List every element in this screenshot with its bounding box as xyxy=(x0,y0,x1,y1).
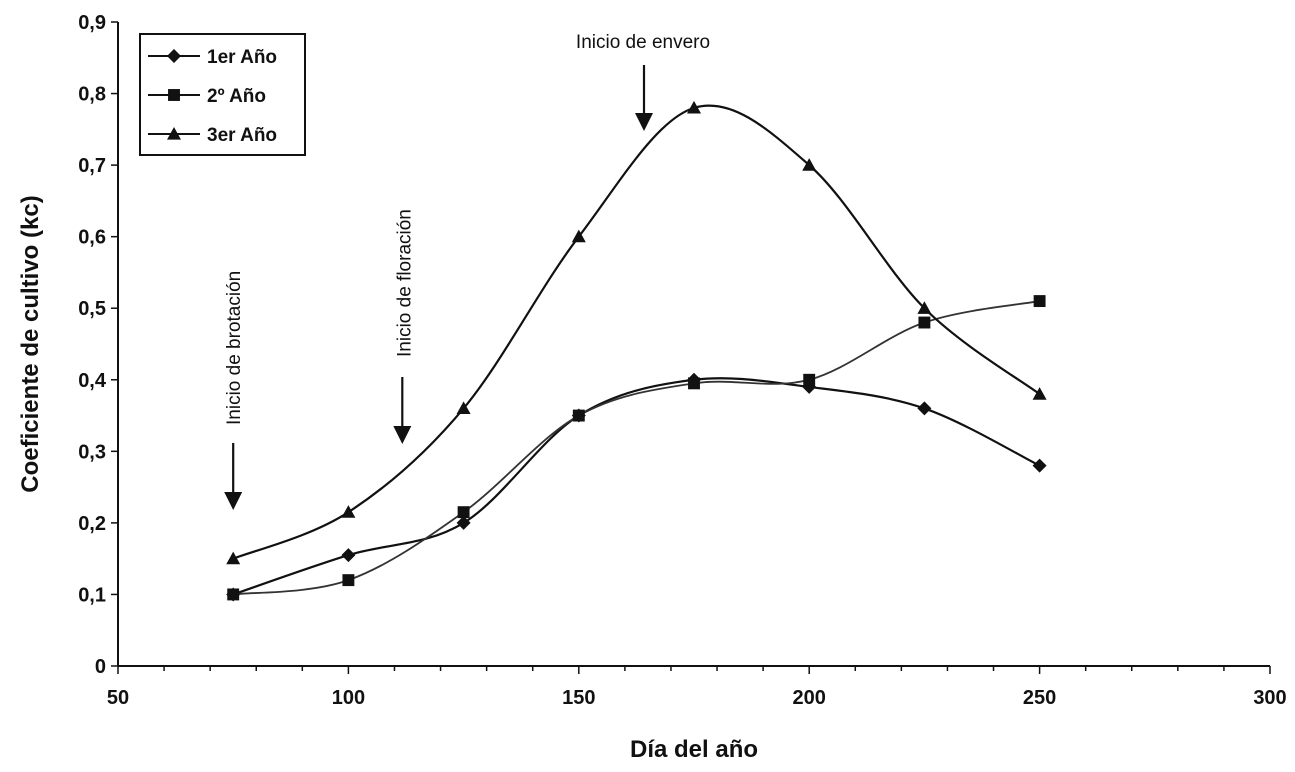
data-point-diamond xyxy=(456,515,471,530)
series xyxy=(226,100,1047,602)
data-point-square xyxy=(1033,295,1046,308)
legend-entry: 2º Año xyxy=(148,86,266,107)
axes xyxy=(111,21,1271,674)
x-axis-title: Día del año xyxy=(630,736,758,763)
x-tick-label: 300 xyxy=(1253,687,1286,709)
y-tick-label: 0,6 xyxy=(78,227,106,249)
annotation-arrow xyxy=(224,443,243,510)
legend-entry: 3er Año xyxy=(148,125,277,146)
data-point-triangle xyxy=(341,505,356,518)
y-tick-label: 0,3 xyxy=(78,441,106,463)
annotation-arrow xyxy=(635,65,653,131)
series-3 xyxy=(226,100,1047,565)
x-tick-labels: 50 100 150 200 250 300 xyxy=(107,687,1287,709)
legend-label: 1er Año xyxy=(207,47,277,68)
annotations: Inicio de brotación Inicio de floración In… xyxy=(224,32,710,510)
annotation-arrow xyxy=(393,377,412,444)
data-point-square xyxy=(803,373,816,386)
data-point-square xyxy=(227,588,240,601)
series-2 xyxy=(227,295,1046,601)
y-tick-label: 0,9 xyxy=(78,12,106,34)
x-tick-label: 150 xyxy=(562,687,595,709)
data-point-diamond xyxy=(1032,458,1047,473)
data-point-triangle xyxy=(917,301,932,314)
y-tick-labels: 0 0,1 0,2 0,3 0,4 0,5 0,6 0,7 0,8 0,9 xyxy=(78,12,107,678)
annotation-label: Inicio de floración xyxy=(394,209,415,357)
data-point-square xyxy=(918,316,931,329)
data-point-triangle xyxy=(1032,387,1047,400)
x-tick-label: 100 xyxy=(332,687,365,709)
legend: 1er Año 2º Año 3er Año xyxy=(139,33,306,156)
legend-marker-triangle xyxy=(167,127,181,140)
data-point-square xyxy=(342,574,355,587)
x-tick-label: 50 xyxy=(107,687,129,709)
data-point-triangle xyxy=(802,158,817,171)
y-tick-label: 0,4 xyxy=(78,370,107,392)
data-point-triangle xyxy=(571,229,586,243)
legend-marker-diamond xyxy=(167,49,181,63)
y-tick-label: 0,2 xyxy=(78,513,106,535)
y-tick-label: 0,7 xyxy=(78,155,106,177)
data-point-diamond xyxy=(917,401,932,416)
data-point-square xyxy=(688,377,700,390)
data-point-triangle xyxy=(687,100,701,114)
legend-label: 2º Año xyxy=(207,86,266,107)
x-tick-label: 250 xyxy=(1023,687,1056,709)
annotation-label: Inicio de envero xyxy=(576,32,710,53)
y-tick-label: 0,8 xyxy=(78,84,106,106)
y-tick-label: 0 xyxy=(95,656,106,678)
annotation-label: Inicio de brotación xyxy=(224,271,245,425)
legend-entry: 1er Año xyxy=(148,47,277,68)
legend-marker-square xyxy=(168,89,180,101)
x-tick-label: 200 xyxy=(793,687,826,709)
series-line xyxy=(232,377,1041,596)
y-axis-title: Coeficiente de cultivo (kc) xyxy=(17,195,44,492)
series-line xyxy=(232,104,1041,560)
series-1 xyxy=(226,372,1047,602)
data-point-diamond xyxy=(341,548,356,563)
series-line xyxy=(233,300,1040,596)
data-point-square xyxy=(572,409,585,422)
data-point-triangle xyxy=(456,401,471,414)
data-point-triangle xyxy=(226,551,241,565)
y-tick-label: 0,5 xyxy=(78,298,106,320)
data-point-square xyxy=(457,506,470,519)
y-tick-label: 0,1 xyxy=(78,584,106,606)
legend-label: 3er Año xyxy=(207,125,277,146)
